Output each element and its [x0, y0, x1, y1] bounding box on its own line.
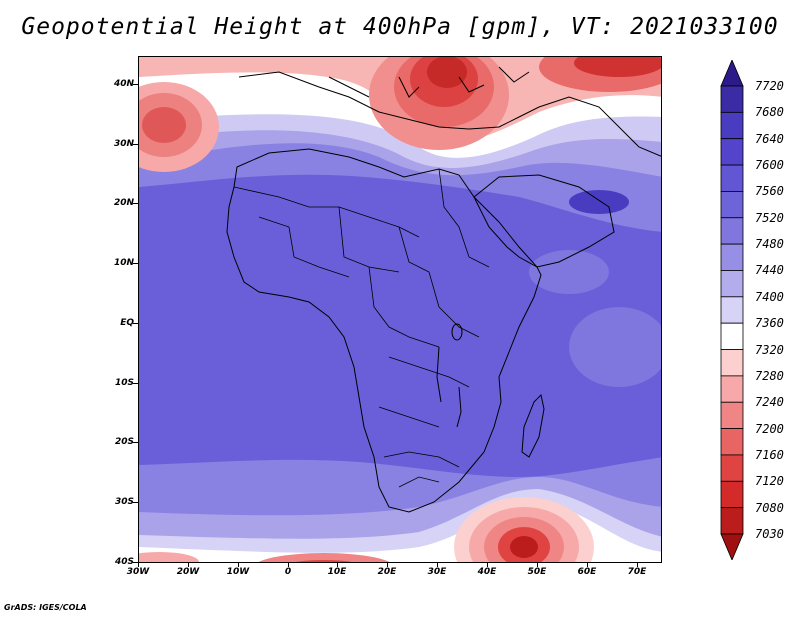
colorbar-segment	[720, 111, 744, 140]
colorbar-segment	[720, 85, 744, 113]
lon-label: 50E	[527, 567, 547, 577]
field-light-patch-east	[569, 307, 661, 387]
colorbar-segment	[720, 401, 744, 429]
colorbar-segment	[720, 243, 744, 271]
colorbar-segment	[720, 428, 744, 456]
lat-label: 40N	[113, 79, 134, 89]
colorbar-segment	[720, 349, 744, 377]
europe-coastline	[238, 71, 661, 157]
colorbar-label: 7720	[755, 79, 784, 93]
colorbar-segment	[720, 480, 744, 509]
field-low-southwest	[258, 553, 390, 562]
colorbar-label: 7120	[755, 474, 784, 489]
lake-victoria	[451, 323, 463, 341]
colorbar-segment	[720, 138, 744, 166]
map-title: Geopotential Height at 400hPa [gpm], VT:…	[21, 14, 779, 40]
colorbar-label: 7080	[755, 500, 784, 515]
colorbar-label: 7320	[755, 342, 784, 357]
colorbar-label: 7160	[755, 447, 784, 462]
lat-label: EQ	[120, 318, 134, 328]
lon-label: 20E	[377, 567, 397, 577]
lon-label: 40E	[477, 567, 497, 577]
colorbar-label: 7600	[755, 158, 784, 173]
lon-label: 10E	[327, 567, 347, 577]
lake-tanganyika	[436, 346, 442, 403]
lon-label: 0	[284, 567, 292, 577]
lon-label: 60E	[577, 567, 597, 577]
colorbar-label: 7520	[755, 210, 784, 225]
lat-label: 20S	[114, 437, 134, 447]
colorbar-segment	[720, 164, 744, 192]
colorbar-segment	[720, 454, 744, 482]
madagascar-coastline	[521, 393, 545, 458]
lon-label: 70E	[627, 567, 647, 577]
lat-label: 30N	[113, 139, 134, 149]
country-borders	[233, 168, 490, 488]
colorbar-segment	[720, 270, 744, 298]
lon-label: 30W	[126, 567, 150, 577]
colorbar-label: 7680	[755, 105, 784, 120]
colorbar-label: 7200	[755, 421, 784, 436]
lat-label: 40S	[114, 557, 134, 567]
colorbar-segment	[720, 322, 744, 350]
lat-label: 30S	[114, 497, 134, 507]
colorbar-label: 7280	[755, 368, 784, 383]
colorbar-label: 7440	[755, 263, 784, 278]
height-field-map	[139, 57, 661, 562]
colorbar-label: 7360	[755, 316, 784, 331]
colorbar-label: 7480	[755, 237, 784, 252]
colorbar-segment	[720, 217, 744, 245]
africa-coastline	[226, 148, 542, 513]
lake-malawi	[456, 386, 462, 428]
lon-label: 30E	[427, 567, 447, 577]
grads-credit: GrADS: IGES/COLA	[4, 603, 87, 612]
colorbar-label: 7640	[755, 131, 784, 146]
lat-label: 20N	[113, 198, 134, 208]
colorbar-label: 7030	[755, 527, 784, 541]
colorbar-segment	[720, 507, 744, 535]
lon-label: 10W	[226, 567, 250, 577]
arabia-coastline	[473, 174, 615, 268]
colorbar-label: 7240	[755, 395, 784, 410]
colorbar-segment	[720, 375, 744, 403]
colorbar-segment	[720, 533, 744, 560]
colorbar-segment	[720, 191, 744, 219]
field-high-arabia	[569, 190, 629, 214]
lon-label: 20W	[176, 567, 200, 577]
lat-label: 10N	[113, 258, 134, 268]
colorbar-label: 7560	[755, 184, 784, 199]
colorbar	[720, 60, 744, 560]
map-plot-area	[138, 56, 662, 563]
colorbar-segment	[720, 60, 744, 87]
lat-label: 10S	[114, 378, 134, 388]
colorbar-segment	[720, 296, 744, 324]
colorbar-label: 7400	[755, 289, 784, 304]
